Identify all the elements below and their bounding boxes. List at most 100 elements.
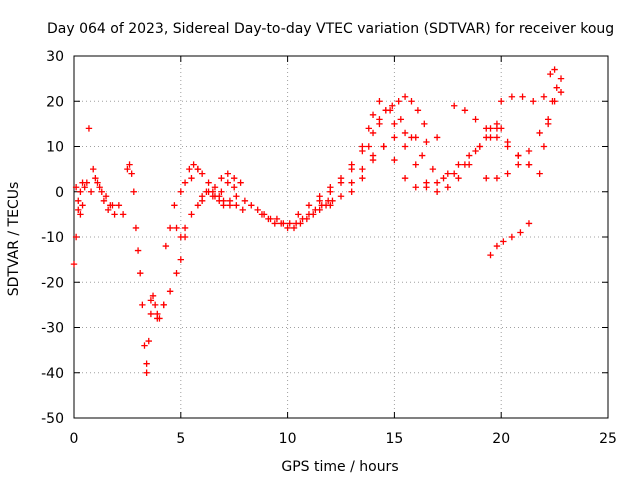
data-point xyxy=(337,179,345,186)
data-point xyxy=(248,202,255,209)
data-point xyxy=(547,70,554,78)
series-s5 xyxy=(90,165,105,195)
data-point xyxy=(391,156,398,164)
data-point xyxy=(286,220,293,227)
data-point xyxy=(310,211,317,218)
data-point xyxy=(433,134,441,141)
data-point xyxy=(327,188,334,195)
data-point xyxy=(77,188,84,195)
data-point xyxy=(433,179,441,186)
data-point xyxy=(451,102,458,109)
series-s2 xyxy=(72,184,86,218)
data-point xyxy=(483,174,490,182)
data-point xyxy=(508,93,516,100)
data-point xyxy=(177,233,184,241)
data-point xyxy=(111,211,118,218)
data-point xyxy=(401,93,409,100)
data-point xyxy=(265,215,272,223)
data-point xyxy=(461,107,469,114)
data-point xyxy=(414,107,422,114)
data-point xyxy=(493,174,501,182)
data-point xyxy=(137,270,144,277)
data-point xyxy=(72,233,80,241)
y-tick-label: 10 xyxy=(46,140,64,156)
x-tick-label: 20 xyxy=(492,431,510,447)
y-axis-label: SDTVAR / TECUs xyxy=(6,182,22,297)
data-point xyxy=(85,125,93,132)
data-point xyxy=(224,179,231,186)
data-point xyxy=(389,102,396,109)
data-point xyxy=(493,125,501,132)
data-point xyxy=(493,242,501,250)
data-point xyxy=(83,179,91,186)
data-point xyxy=(465,152,473,159)
data-point xyxy=(305,202,313,209)
x-tick-label: 25 xyxy=(599,431,617,447)
data-point xyxy=(540,93,548,100)
data-point xyxy=(493,134,501,141)
grid xyxy=(74,56,608,418)
data-point xyxy=(359,147,366,155)
data-point xyxy=(284,224,291,232)
data-point xyxy=(233,202,240,209)
data-point xyxy=(162,242,170,250)
data-point xyxy=(359,165,366,173)
data-point xyxy=(423,179,430,186)
data-point xyxy=(365,125,372,132)
data-point xyxy=(190,161,197,168)
data-point xyxy=(218,174,225,182)
data-point xyxy=(397,116,405,123)
data-point xyxy=(557,75,565,82)
data-point xyxy=(525,220,533,227)
data-point xyxy=(149,292,157,300)
data-point xyxy=(205,188,212,195)
data-point xyxy=(455,161,462,168)
data-point xyxy=(188,174,195,182)
data-point xyxy=(553,84,560,91)
series-s3 xyxy=(85,125,93,132)
data-point xyxy=(273,215,281,223)
data-point xyxy=(186,165,193,173)
series-s23 xyxy=(451,102,533,168)
data-point xyxy=(401,129,409,137)
data-point xyxy=(472,116,479,123)
series-s18 xyxy=(295,98,441,218)
data-point xyxy=(115,202,123,209)
data-point xyxy=(194,202,202,209)
data-point xyxy=(139,301,146,309)
data-point xyxy=(90,165,97,173)
data-point xyxy=(369,111,377,119)
data-point xyxy=(239,206,246,214)
data-point xyxy=(557,89,565,96)
data-point xyxy=(177,256,184,263)
data-point xyxy=(376,120,383,128)
data-point xyxy=(128,170,135,177)
data-point xyxy=(401,174,409,182)
data-point xyxy=(303,215,311,223)
data-point xyxy=(369,156,377,164)
y-tick-label: 0 xyxy=(55,185,64,201)
data-point xyxy=(455,174,462,182)
data-point xyxy=(134,247,142,254)
data-point xyxy=(429,165,437,173)
data-point xyxy=(504,170,511,177)
series-s24 xyxy=(483,116,552,182)
data-point xyxy=(423,138,430,146)
data-point xyxy=(205,179,212,186)
data-point xyxy=(476,143,484,150)
tick-labels: 0 5 10 15 20 25 -50 -40 -30 -20 -10 0 10 20 30 xyxy=(41,49,617,447)
data-point xyxy=(171,202,178,209)
data-point xyxy=(154,315,161,322)
data-points xyxy=(70,66,565,376)
data-point xyxy=(220,197,227,204)
chart-title: Day 064 of 2023, Sidereal Day-to-day VTE… xyxy=(47,21,614,37)
data-point xyxy=(544,120,552,128)
data-point xyxy=(536,170,543,177)
y-tick-label: -10 xyxy=(41,230,64,246)
data-point xyxy=(440,174,447,182)
data-point xyxy=(348,188,355,195)
data-point xyxy=(515,152,522,159)
data-point xyxy=(98,188,105,195)
data-point xyxy=(233,193,240,200)
